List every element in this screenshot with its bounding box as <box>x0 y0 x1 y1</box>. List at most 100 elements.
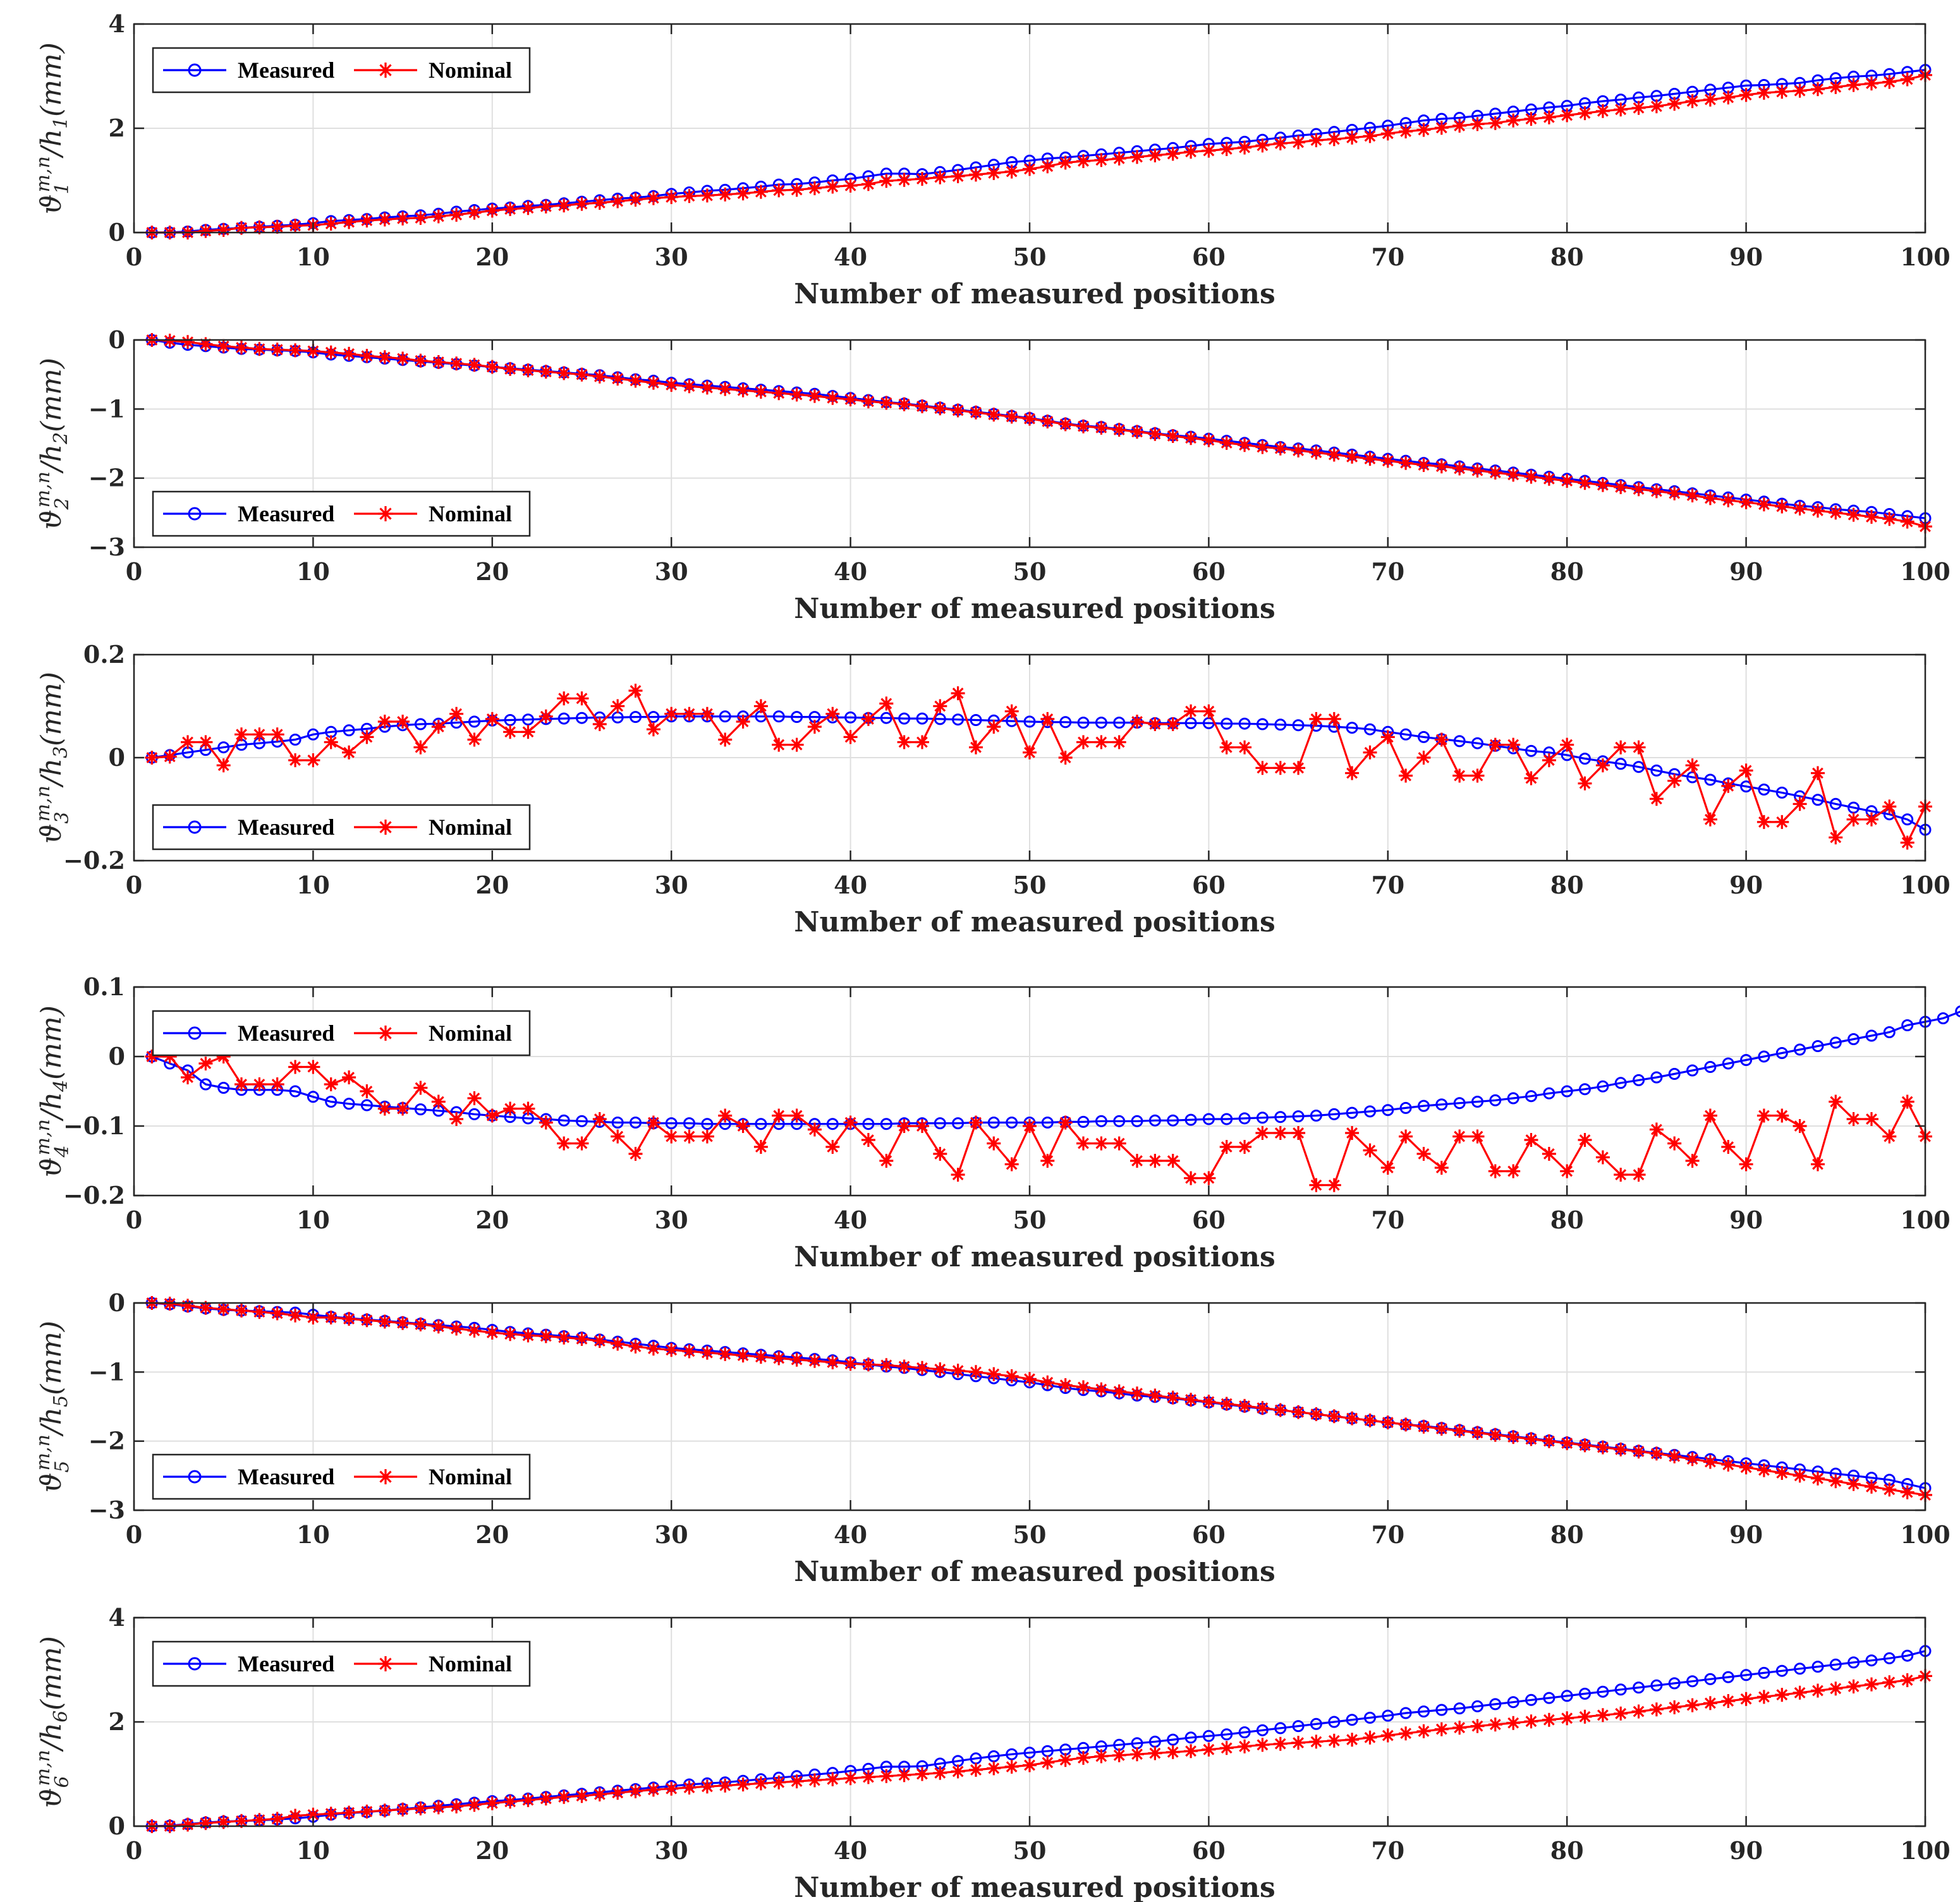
data-point-nominal <box>575 197 589 211</box>
data-point-nominal <box>1023 1372 1037 1386</box>
data-point-nominal <box>1058 751 1073 765</box>
data-point-nominal <box>539 199 553 214</box>
data-point-measured <box>1794 1043 1806 1056</box>
data-point-nominal <box>467 732 482 747</box>
data-point-nominal <box>306 1807 320 1822</box>
data-point-nominal <box>1631 100 1646 115</box>
data-point-measured <box>360 1099 373 1112</box>
data-point-nominal <box>1309 1735 1324 1749</box>
data-point-nominal <box>807 1773 822 1788</box>
x-tick-label: 70 <box>1371 1836 1404 1865</box>
data-point-nominal <box>360 349 374 363</box>
data-point-measured <box>1435 1098 1448 1111</box>
data-point-nominal <box>288 1808 303 1823</box>
data-point-nominal <box>1416 751 1431 765</box>
data-point-nominal <box>789 1774 804 1789</box>
data-point-nominal <box>234 727 248 742</box>
x-tick-label: 100 <box>1900 1520 1950 1549</box>
data-point-nominal <box>969 1762 983 1777</box>
legend-label-nominal: Nominal <box>429 1464 512 1489</box>
x-tick-label: 20 <box>475 1836 509 1865</box>
data-point-nominal <box>700 706 714 721</box>
data-point-nominal <box>753 185 768 199</box>
data-point-nominal <box>198 1816 213 1831</box>
data-point-nominal <box>628 1784 643 1798</box>
data-point-nominal <box>1488 1717 1502 1732</box>
data-point-nominal <box>503 1795 518 1809</box>
x-tick-label: 60 <box>1192 243 1226 271</box>
data-point-nominal <box>413 1801 428 1815</box>
data-point-nominal <box>1345 766 1360 780</box>
data-point-nominal <box>521 1793 535 1807</box>
data-point-nominal <box>1578 1438 1592 1453</box>
data-point-nominal <box>1756 1463 1771 1477</box>
data-point-nominal <box>1829 1474 1843 1489</box>
data-point-nominal <box>377 1314 392 1329</box>
series-line-nominal <box>152 689 1927 845</box>
data-point-nominal <box>1130 1747 1144 1762</box>
data-point-nominal <box>377 1803 392 1818</box>
data-point-nominal <box>915 172 929 186</box>
x-tick-label: 30 <box>655 1520 688 1549</box>
data-point-nominal <box>1900 514 1914 529</box>
data-point-nominal <box>1667 1700 1682 1714</box>
data-point-nominal <box>1399 1726 1413 1741</box>
data-point-nominal <box>1255 1401 1270 1415</box>
data-point-nominal <box>413 1081 428 1095</box>
data-point-nominal <box>1667 1449 1682 1463</box>
data-point-nominal <box>521 1328 535 1343</box>
x-tick-label: 10 <box>296 1206 330 1234</box>
data-point-nominal <box>1595 478 1610 492</box>
data-point-measured <box>1668 1068 1681 1080</box>
data-point-measured <box>1847 1656 1860 1669</box>
data-point-nominal <box>1327 1733 1341 1748</box>
data-point-nominal <box>1793 1685 1807 1700</box>
data-point-nominal <box>682 1344 697 1359</box>
data-point-nominal <box>1506 468 1521 482</box>
data-point-nominal <box>1148 427 1162 441</box>
data-point-nominal <box>1524 1133 1538 1147</box>
x-axis-label: Number of measured positions <box>794 1872 1275 1902</box>
data-point-nominal <box>521 363 535 378</box>
y-tick-label: 2 <box>109 114 125 142</box>
data-point-nominal <box>1112 1384 1126 1398</box>
data-point-nominal <box>969 740 983 754</box>
data-point-nominal <box>1023 745 1037 760</box>
data-point-measured <box>1238 717 1251 730</box>
x-tick-label: 70 <box>1371 871 1404 899</box>
data-point-nominal <box>1882 1675 1897 1690</box>
data-point-nominal <box>1416 457 1431 472</box>
data-point-nominal <box>1739 1460 1753 1475</box>
data-point-nominal <box>270 727 284 742</box>
data-point-measured <box>1077 717 1090 729</box>
data-point-measured <box>1758 1050 1770 1063</box>
data-point-measured <box>468 1108 480 1120</box>
data-point-nominal <box>879 396 894 410</box>
data-point-nominal <box>467 1798 482 1812</box>
data-point-nominal <box>1327 1409 1341 1424</box>
data-point-nominal <box>1667 97 1682 111</box>
data-point-nominal <box>1721 90 1736 105</box>
data-point-measured <box>1507 1092 1519 1105</box>
data-point-measured <box>1256 1112 1269 1124</box>
data-point-nominal <box>1900 1485 1914 1499</box>
data-point-nominal <box>1524 1714 1538 1729</box>
data-point-nominal <box>198 1057 213 1070</box>
data-point-nominal <box>1846 507 1861 522</box>
data-point-nominal <box>1238 438 1252 452</box>
data-point-measured <box>557 712 570 725</box>
data-point-measured <box>307 1091 319 1103</box>
x-tick-label: 90 <box>1729 871 1763 899</box>
data-point-nominal <box>1291 443 1306 457</box>
data-point-measured <box>1901 1019 1914 1031</box>
data-point-nominal <box>306 1311 320 1324</box>
data-point-measured <box>1220 717 1233 730</box>
data-point-nominal <box>1219 435 1234 450</box>
data-point-nominal <box>1865 812 1878 827</box>
data-point-nominal <box>843 392 858 406</box>
data-point-nominal <box>288 1308 303 1323</box>
data-point-nominal <box>1058 1115 1073 1130</box>
data-point-nominal <box>1685 1698 1700 1712</box>
data-point-nominal <box>1488 116 1502 130</box>
data-point-measured <box>1220 1113 1233 1125</box>
